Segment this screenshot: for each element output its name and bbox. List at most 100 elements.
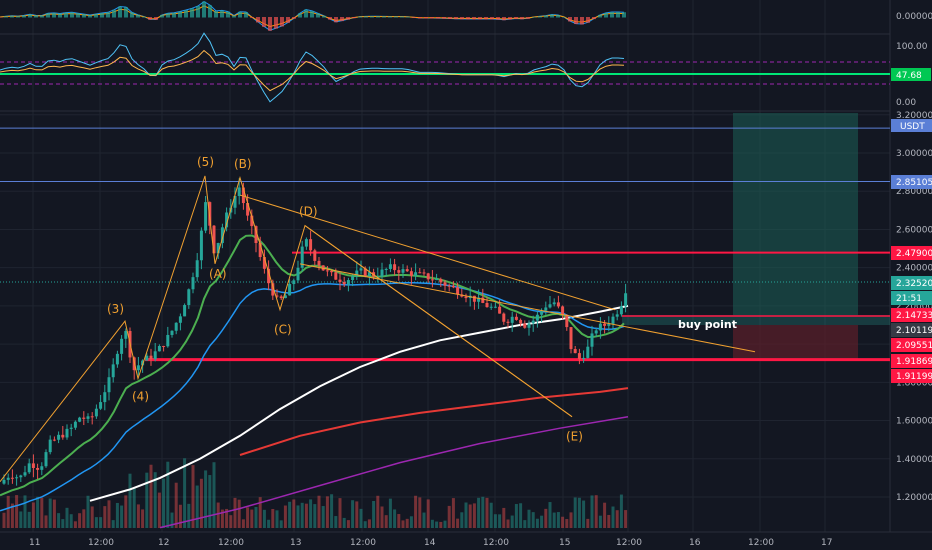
candle-body bbox=[489, 306, 493, 308]
volume-bar bbox=[15, 495, 19, 528]
price-tag-label: 2.47900 bbox=[896, 249, 932, 259]
macd-histogram-bar bbox=[262, 17, 266, 27]
volume-bar bbox=[141, 509, 145, 528]
candle-body bbox=[464, 296, 468, 299]
candle-body bbox=[556, 302, 560, 307]
volume-bar bbox=[342, 517, 346, 528]
candle-body bbox=[27, 463, 31, 473]
currency-label: USDT bbox=[900, 122, 925, 132]
volume-bar bbox=[561, 516, 565, 528]
candle-body bbox=[527, 323, 531, 328]
volume-bar bbox=[279, 520, 283, 528]
price-tag-label: 21:51 bbox=[896, 294, 922, 304]
price-tag-bg bbox=[891, 175, 932, 189]
candle-body bbox=[376, 276, 380, 278]
candle-body bbox=[241, 187, 245, 204]
price-tag-label: 2.09551 bbox=[896, 341, 932, 351]
time-tick-label: 12:00 bbox=[483, 538, 509, 548]
volume-bar bbox=[136, 504, 140, 528]
macd-histogram-bar bbox=[592, 17, 596, 20]
candle-body bbox=[262, 257, 266, 269]
volume-bar bbox=[359, 508, 363, 528]
macd-histogram-bar bbox=[46, 13, 50, 18]
candle-body bbox=[535, 314, 539, 321]
volume-bar bbox=[363, 521, 367, 528]
volume-bar bbox=[19, 511, 23, 528]
candle-body bbox=[565, 314, 569, 328]
candle-body bbox=[10, 477, 14, 479]
macd-histogram-bar bbox=[412, 17, 416, 18]
macd-histogram-bar bbox=[112, 9, 116, 18]
volume-bar bbox=[514, 504, 518, 528]
macd-histogram-bar bbox=[586, 17, 590, 23]
volume-bar bbox=[300, 502, 304, 528]
macd-histogram-bar bbox=[40, 15, 44, 18]
volume-bar bbox=[178, 504, 182, 528]
volume-bar bbox=[388, 498, 392, 528]
candle-body bbox=[414, 272, 418, 276]
macd-histogram-bar bbox=[340, 17, 344, 22]
volume-bar bbox=[586, 518, 590, 528]
candle-body bbox=[195, 260, 199, 278]
price-tag-label: 1.91199 bbox=[896, 372, 932, 382]
volume-bar bbox=[99, 517, 103, 528]
price-tag-bg bbox=[891, 338, 932, 352]
candle-body bbox=[447, 285, 451, 287]
volume-bars bbox=[2, 458, 628, 528]
volume-bar bbox=[598, 515, 602, 528]
volume-bar bbox=[590, 495, 594, 528]
candle-body bbox=[472, 295, 476, 302]
candle-body bbox=[561, 306, 565, 315]
volume-bar bbox=[460, 512, 464, 528]
candle-body bbox=[439, 279, 443, 283]
candle-body bbox=[401, 269, 405, 273]
volume-bar bbox=[31, 502, 35, 528]
price-tag-label: 1.91869 bbox=[896, 357, 932, 367]
candle-body bbox=[162, 345, 166, 347]
candle-body bbox=[577, 353, 581, 359]
time-tick-label: 17 bbox=[821, 538, 832, 548]
elliott-wave-drawing[interactable]: (3) (4) (5) (A) (B) (C) (D) (E) bbox=[0, 155, 756, 483]
candle-body bbox=[519, 319, 523, 324]
volume-bar bbox=[372, 501, 376, 528]
candle-body bbox=[426, 273, 430, 280]
wave-label: (A) bbox=[209, 267, 227, 281]
time-axis[interactable]: 11 12:00 12 12:00 13 12:00 14 12:00 15 12:00 16 12:… bbox=[29, 538, 832, 548]
candle-body bbox=[430, 279, 434, 281]
volume-bar bbox=[107, 500, 111, 528]
macd-histogram-bar bbox=[466, 17, 470, 20]
price-tag-label: 2.10119 bbox=[896, 326, 932, 336]
volume-bar bbox=[191, 465, 195, 528]
macd-histogram-bar bbox=[118, 6, 122, 18]
volume-bar bbox=[288, 501, 292, 528]
candle-body bbox=[6, 477, 10, 480]
price-tag-bg bbox=[891, 246, 932, 260]
macd-histogram-bar bbox=[556, 14, 560, 18]
volume-bar bbox=[52, 499, 56, 528]
macd-histogram-bar bbox=[136, 14, 140, 18]
candle-body bbox=[292, 280, 296, 285]
volume-bar bbox=[506, 519, 510, 528]
volume-bar bbox=[304, 503, 308, 528]
macd-histogram-bar bbox=[52, 12, 56, 18]
macd-histogram-bar bbox=[562, 16, 566, 18]
price-tag-bg bbox=[891, 291, 932, 305]
volume-bar bbox=[90, 506, 94, 528]
volume-bar bbox=[393, 509, 397, 528]
candle-body bbox=[367, 272, 371, 276]
volume-bar bbox=[351, 500, 355, 528]
macd-histogram-bar bbox=[574, 17, 578, 25]
time-tick-label: 13 bbox=[290, 538, 301, 548]
price-tick-label: 2.80000 bbox=[896, 187, 932, 197]
macd-histogram-bar bbox=[106, 12, 110, 18]
volume-bar bbox=[267, 519, 271, 528]
volume-bar bbox=[296, 505, 300, 528]
candle-body bbox=[363, 268, 367, 276]
volume-bar bbox=[603, 502, 607, 528]
macd-histogram-bar bbox=[292, 17, 296, 19]
volume-bar bbox=[531, 512, 535, 528]
candle-body bbox=[288, 284, 292, 296]
candle-body bbox=[388, 264, 392, 269]
